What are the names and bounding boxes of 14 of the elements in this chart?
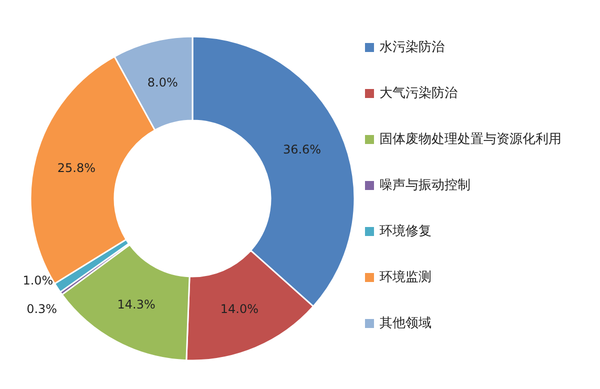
legend-label: 固体废物处理处置与资源化利用 [380,132,562,147]
legend-label: 其他领域 [380,316,432,331]
data-label: 1.0% [22,274,54,288]
legend-label: 环境修复 [380,223,432,239]
data-label: 25.8% [57,160,96,175]
data-label: 0.3% [26,302,58,316]
legend-label: 水污染防治 [380,40,444,55]
legend-label: 噪声与振动控制 [380,178,470,193]
legend-label: 环境监测 [380,269,432,285]
data-label: 14.0% [220,302,259,316]
legend-label: 大气污染防治 [380,86,458,101]
data-label: 14.3% [117,298,156,312]
data-label: 36.6% [282,142,322,156]
data-label: 8.0% [147,75,178,90]
